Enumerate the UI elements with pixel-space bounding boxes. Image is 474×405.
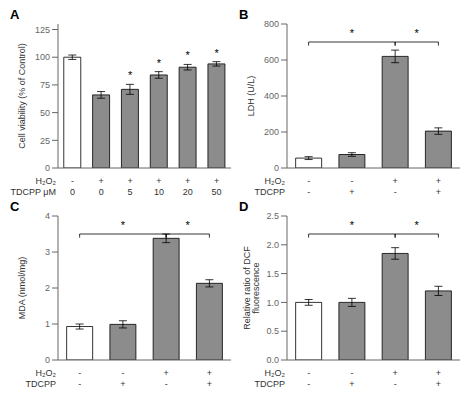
svg-text:+: + bbox=[207, 368, 212, 378]
svg-text:*: * bbox=[157, 57, 162, 69]
svg-text:-: - bbox=[121, 368, 124, 378]
html-text:C: C bbox=[10, 199, 20, 214]
svg-text:1.0: 1.0 bbox=[266, 298, 279, 308]
svg-text:TDCPP μM: TDCPP μM bbox=[10, 187, 56, 197]
html-text:A: A bbox=[10, 7, 20, 22]
svg-text:H₂O₂: H₂O₂ bbox=[265, 176, 286, 186]
svg-text:TDCPP: TDCPP bbox=[254, 379, 285, 389]
svg-text:+: + bbox=[163, 368, 168, 378]
svg-text:-: - bbox=[307, 176, 310, 186]
svg-text:75: 75 bbox=[40, 80, 50, 90]
svg-text:fluorescence: fluorescence bbox=[251, 262, 261, 313]
svg-text:-: - bbox=[307, 379, 310, 389]
svg-text:*: * bbox=[121, 219, 126, 231]
svg-text:125: 125 bbox=[35, 25, 50, 35]
svg-text:+: + bbox=[392, 176, 397, 186]
svg-text:100: 100 bbox=[35, 52, 50, 62]
svg-text:5: 5 bbox=[128, 187, 133, 197]
svg-text:200: 200 bbox=[264, 127, 279, 137]
svg-text:+: + bbox=[214, 176, 219, 186]
svg-text:400: 400 bbox=[264, 91, 279, 101]
svg-text:*: * bbox=[415, 219, 420, 231]
svg-text:*: * bbox=[128, 69, 133, 81]
svg-text:+: + bbox=[349, 187, 354, 197]
svg-text:MDA (nmol/mg): MDA (nmol/mg) bbox=[17, 257, 27, 320]
svg-text:3: 3 bbox=[45, 247, 50, 257]
svg-text:LDH (U/L): LDH (U/L) bbox=[246, 76, 256, 117]
svg-text:0.5: 0.5 bbox=[266, 326, 279, 336]
svg-text:+: + bbox=[127, 176, 132, 186]
svg-text:-: - bbox=[78, 368, 81, 378]
svg-text:H₂O₂: H₂O₂ bbox=[36, 176, 57, 186]
svg-text:TDCPP: TDCPP bbox=[254, 187, 285, 197]
svg-text:*: * bbox=[350, 219, 355, 231]
svg-text:-: - bbox=[78, 379, 81, 389]
svg-text:+: + bbox=[436, 368, 441, 378]
svg-text:25: 25 bbox=[40, 136, 50, 146]
svg-text:-: - bbox=[307, 368, 310, 378]
svg-text:Relative ratio of DCF: Relative ratio of DCF bbox=[241, 246, 252, 330]
svg-text:+: + bbox=[392, 368, 397, 378]
svg-text:+: + bbox=[436, 187, 441, 197]
svg-text:+: + bbox=[349, 379, 354, 389]
svg-text:0: 0 bbox=[45, 163, 50, 173]
svg-text:Cell viability (% of Control): Cell viability (% of Control) bbox=[17, 43, 27, 149]
svg-text:*: * bbox=[186, 49, 191, 61]
svg-text:+: + bbox=[99, 176, 104, 186]
svg-text:2: 2 bbox=[45, 283, 50, 293]
svg-text:-: - bbox=[307, 187, 310, 197]
svg-text:*: * bbox=[350, 27, 355, 39]
svg-text:-: - bbox=[350, 176, 353, 186]
svg-text:H₂O₂: H₂O₂ bbox=[36, 368, 57, 378]
svg-text:1: 1 bbox=[45, 319, 50, 329]
svg-text:H₂O₂: H₂O₂ bbox=[265, 368, 286, 378]
svg-text:+: + bbox=[207, 379, 212, 389]
svg-text:1.5: 1.5 bbox=[266, 269, 279, 279]
svg-text:+: + bbox=[436, 379, 441, 389]
svg-text:*: * bbox=[214, 47, 219, 59]
svg-text:TDCPP: TDCPP bbox=[25, 379, 56, 389]
svg-text:20: 20 bbox=[183, 187, 193, 197]
svg-text:2.5: 2.5 bbox=[266, 211, 279, 221]
svg-text:+: + bbox=[120, 379, 125, 389]
svg-text:0: 0 bbox=[99, 187, 104, 197]
svg-text:600: 600 bbox=[264, 55, 279, 65]
html-text:B: B bbox=[239, 7, 249, 22]
svg-text:10: 10 bbox=[154, 187, 164, 197]
svg-text:-: - bbox=[394, 187, 397, 197]
svg-text:50: 50 bbox=[40, 108, 50, 118]
svg-text:-: - bbox=[165, 379, 168, 389]
svg-text:0: 0 bbox=[45, 355, 50, 365]
svg-text:+: + bbox=[185, 176, 190, 186]
svg-text:*: * bbox=[186, 219, 191, 231]
svg-text:+: + bbox=[156, 176, 161, 186]
svg-text:-: - bbox=[394, 379, 397, 389]
svg-text:*: * bbox=[415, 27, 420, 39]
svg-text:0.0: 0.0 bbox=[266, 355, 279, 365]
svg-text:+: + bbox=[436, 176, 441, 186]
html-text:D: D bbox=[239, 199, 249, 214]
svg-text:-: - bbox=[71, 176, 74, 186]
svg-text:0: 0 bbox=[274, 163, 279, 173]
svg-text:50: 50 bbox=[212, 187, 222, 197]
svg-text:800: 800 bbox=[264, 19, 279, 29]
svg-text:2.0: 2.0 bbox=[266, 240, 279, 250]
svg-text:0: 0 bbox=[70, 187, 75, 197]
svg-text:4: 4 bbox=[45, 211, 50, 221]
svg-text:-: - bbox=[350, 368, 353, 378]
